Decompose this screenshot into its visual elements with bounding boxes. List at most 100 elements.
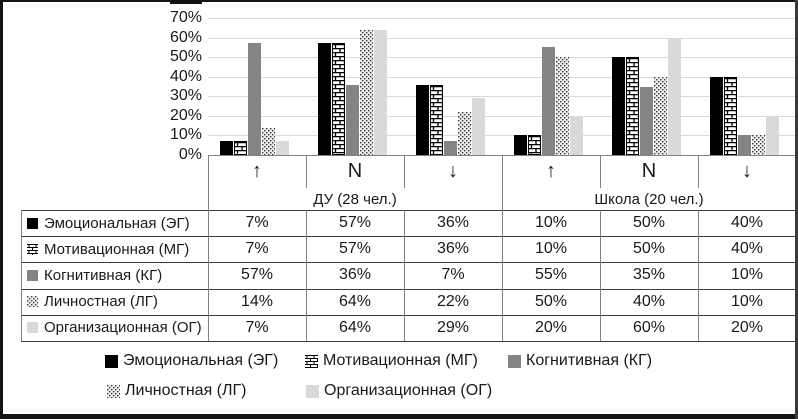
solid-swatch-icon	[27, 269, 38, 281]
solid-swatch-icon	[105, 354, 118, 368]
bar-Организационная (ОГ)	[276, 141, 289, 155]
value-text: 36%	[436, 214, 470, 232]
legend-label: Эмоциональная (ЭГ)	[123, 352, 279, 369]
header-separator	[306, 155, 307, 188]
table-row-label: Эмоциональная (ЭГ)	[21, 210, 208, 236]
row-separator	[21, 210, 796, 211]
y-axis-tick-label: 40%	[130, 68, 202, 86]
table-row-label: Когнитивная (КГ)	[21, 262, 208, 288]
category-cell: N	[600, 155, 698, 188]
value-text: 50%	[632, 240, 666, 258]
bar-Личностная (ЛГ)	[654, 76, 667, 155]
table-value-cell: 20%	[698, 315, 796, 341]
bar-Когнитивная (КГ)	[738, 135, 751, 155]
table-value-cell: 20%	[502, 315, 600, 341]
bar-chart: 0% 10% 20% 30% 40% 50% 60% 70%	[0, 0, 798, 163]
bar-Когнитивная (КГ)	[346, 84, 359, 155]
arrow-category-label: ↓	[448, 160, 458, 182]
gridline	[208, 18, 796, 19]
series-name: Мотивационная (МГ)	[44, 240, 190, 258]
table-value-cell: 57%	[208, 262, 306, 288]
column-separator	[306, 210, 307, 341]
solid-swatch-icon	[306, 384, 319, 398]
group-separator	[208, 188, 209, 210]
value-text: 29%	[436, 318, 470, 336]
bar-Организационная (ОГ)	[570, 115, 583, 155]
arrow-category-label: ↑	[546, 160, 556, 182]
ytick-text: 50%	[169, 48, 202, 66]
column-separator	[208, 210, 209, 341]
arrow-category-label: ↓	[742, 160, 752, 182]
legend-item-Организационная (ОГ): Организационная (ОГ)	[306, 381, 492, 401]
value-text: 40%	[730, 214, 764, 232]
figure-border-left	[0, 0, 3, 419]
ytick-text: 30%	[169, 87, 202, 105]
table-value-cell: 64%	[306, 315, 404, 341]
bar-Личностная (ЛГ)	[556, 57, 569, 155]
legend-label: Личностная (ЛГ)	[125, 382, 247, 399]
value-text: 60%	[632, 318, 666, 336]
legend-item-Когнитивная (КГ): Когнитивная (КГ)	[508, 351, 652, 371]
table-value-cell: 40%	[698, 210, 796, 236]
ytick-text: 60%	[169, 28, 202, 46]
y-axis-tick-label: 20%	[130, 107, 202, 125]
table-value-cell: 36%	[306, 262, 404, 288]
y-axis-tick-label: 0%	[130, 146, 202, 164]
bar-Мотивационная (МГ)	[626, 57, 639, 155]
series-name: Когнитивная (КГ)	[44, 266, 163, 284]
value-text: 20%	[730, 318, 764, 336]
y-axis-tick-label: 30%	[130, 87, 202, 105]
table-value-cell: 36%	[404, 210, 502, 236]
value-text: 64%	[338, 318, 372, 336]
value-text: 10%	[534, 214, 568, 232]
dots-swatch-icon	[27, 296, 38, 308]
bar-Эмоциональная (ЭГ)	[318, 43, 331, 155]
table-value-cell: 10%	[698, 289, 796, 315]
value-text: 10%	[534, 240, 568, 258]
bar-Когнитивная (КГ)	[444, 141, 457, 155]
norm-category-label: N	[347, 160, 363, 182]
table-value-cell: 14%	[208, 289, 306, 315]
row-separator	[21, 314, 796, 316]
bar-Мотивационная (МГ)	[430, 84, 443, 155]
header-separator	[600, 155, 601, 188]
group-label: Школа (20 чел.)	[594, 190, 704, 208]
norm-category-label: N	[641, 160, 657, 182]
figure-border-top	[0, 0, 798, 2]
ytick-text: 0%	[178, 146, 202, 163]
brick-swatch-icon	[27, 243, 38, 255]
table-value-cell: 7%	[208, 315, 306, 341]
solid-swatch-icon	[27, 217, 38, 229]
value-text: 22%	[436, 292, 470, 310]
table-value-cell: 50%	[600, 210, 698, 236]
bar-Организационная (ОГ)	[668, 37, 681, 155]
value-text: 7%	[245, 318, 269, 336]
column-separator	[21, 210, 22, 341]
value-text: 36%	[436, 240, 470, 258]
value-text: 14%	[240, 292, 274, 310]
value-text: 10%	[730, 266, 764, 284]
value-text: 7%	[245, 214, 269, 232]
category-cell: ↓	[404, 155, 502, 188]
value-text: 50%	[632, 214, 666, 232]
group-separator	[502, 188, 503, 210]
dots-swatch-icon	[107, 384, 120, 398]
bar-Эмоциональная (ЭГ)	[710, 76, 723, 155]
table-value-cell: 40%	[698, 236, 796, 262]
header-separator	[404, 155, 405, 188]
brick-swatch-icon	[305, 354, 318, 368]
value-text: 57%	[338, 240, 372, 258]
table-value-cell: 10%	[698, 262, 796, 288]
series-name: Организационная (ОГ)	[44, 319, 202, 337]
value-text: 7%	[441, 266, 465, 284]
table-value-cell: 64%	[306, 289, 404, 315]
value-text: 20%	[534, 318, 568, 336]
bar-Когнитивная (КГ)	[542, 47, 555, 155]
column-separator	[404, 210, 405, 341]
table-value-cell: 7%	[404, 262, 502, 288]
table-value-cell: 29%	[404, 315, 502, 341]
table-value-cell: 10%	[502, 210, 600, 236]
table-value-cell: 55%	[502, 262, 600, 288]
value-text: 10%	[730, 292, 764, 310]
